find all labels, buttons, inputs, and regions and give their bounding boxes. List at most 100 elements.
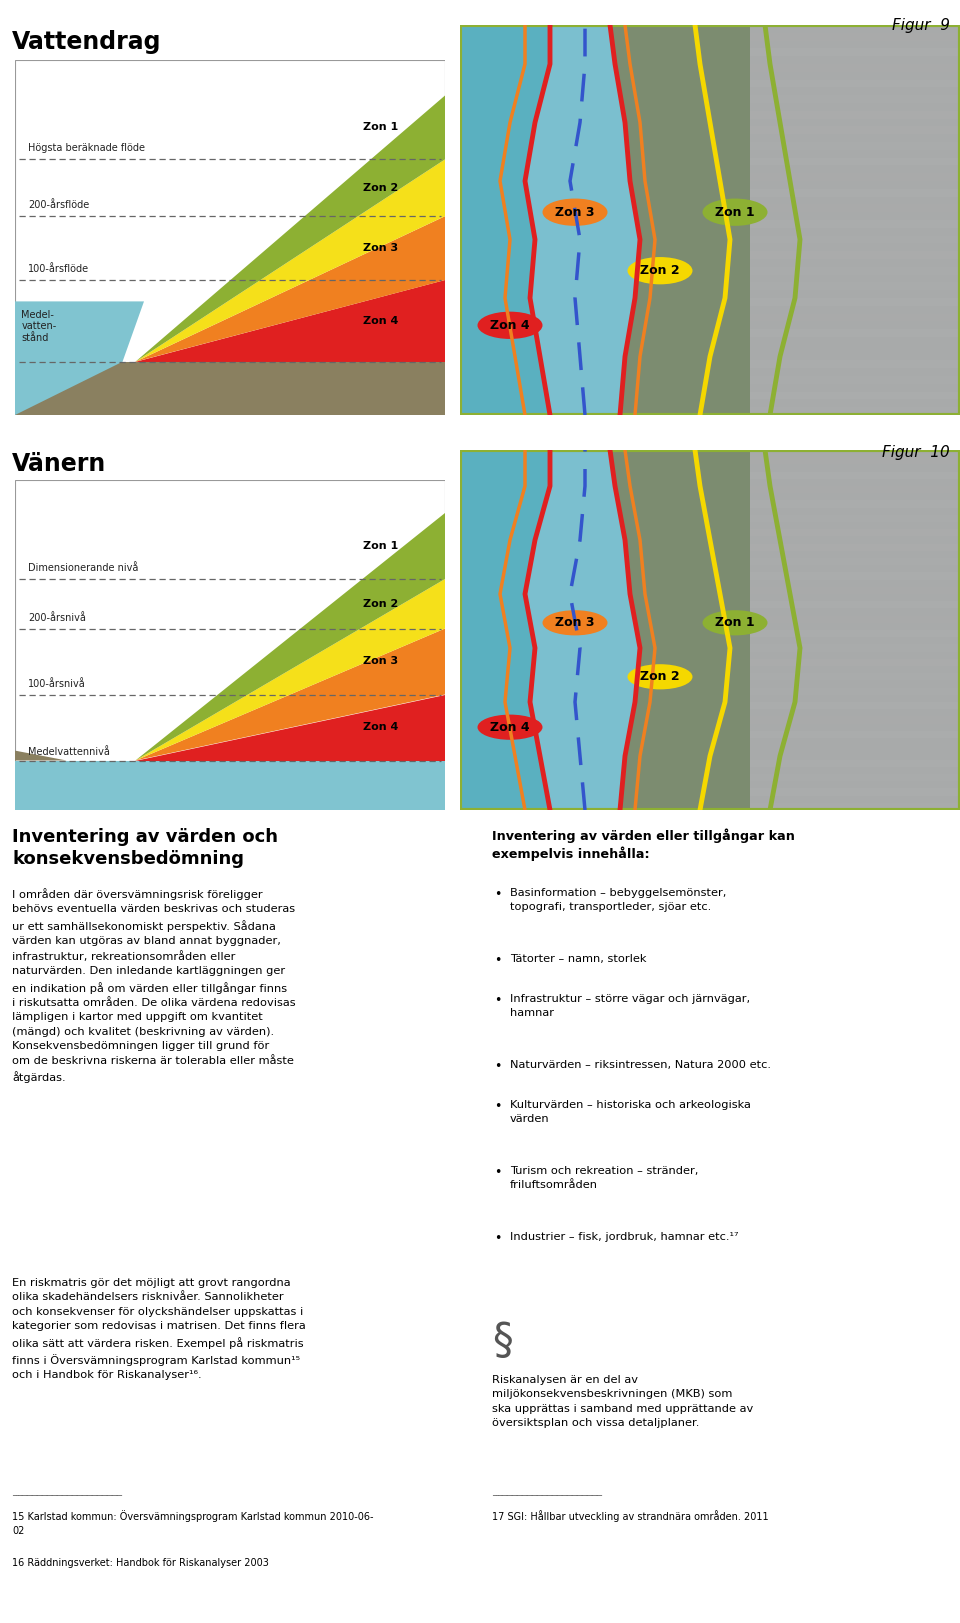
Bar [750,615,960,623]
Ellipse shape [703,198,767,226]
Text: Vattendrag: Vattendrag [12,29,161,54]
Bar [750,127,960,135]
Text: Zon 4: Zon 4 [363,316,398,326]
Bar [750,458,960,464]
Text: 15 Karlstad kommun: Översvämningsprogram Karlstad kommun 2010-06-
02: 15 Karlstad kommun: Översvämningsprogram… [12,1509,373,1535]
Text: Basinformation – bebyggelsemönster,
topografi, transportleder, sjöar etc.: Basinformation – bebyggelsemönster, topo… [510,888,727,912]
Bar [750,204,960,213]
Bar [750,803,960,810]
Text: Zon 2: Zon 2 [363,183,398,193]
Text: •: • [494,1232,501,1245]
Bar [750,485,960,493]
Text: 100-årsnivå: 100-årsnivå [28,678,85,688]
Polygon shape [135,513,445,761]
Ellipse shape [628,256,692,284]
Text: •: • [494,1060,501,1073]
Bar [750,500,960,508]
Text: •: • [494,1165,501,1178]
Bar [750,774,960,781]
Bar [750,313,960,321]
Text: Medel-
vatten-
stånd: Medel- vatten- stånd [21,310,57,342]
Bar [750,789,960,795]
Bar [750,188,960,196]
Polygon shape [460,24,550,415]
Text: •: • [494,993,501,1006]
Text: Riskanalysen är en del av
miljökonsekvensbeskrivningen (MKB) som
ska upprättas i: Riskanalysen är en del av miljökonsekven… [492,1375,754,1428]
Text: 200-årsnivå: 200-årsnivå [28,612,85,623]
Bar [750,544,960,550]
Bar [750,221,960,227]
Polygon shape [135,579,445,761]
Text: •: • [494,888,501,901]
Bar [750,688,960,695]
Text: Infrastruktur – större vägar och järnvägar,
hamnar: Infrastruktur – större vägar och järnväg… [510,993,750,1018]
Bar [750,472,960,479]
Ellipse shape [542,198,608,226]
Text: Zon 4: Zon 4 [491,721,530,734]
Bar [750,391,960,399]
Bar [750,601,960,609]
Bar [750,588,960,594]
Text: Zon 3: Zon 3 [555,206,595,219]
Text: Vänern: Vänern [12,451,107,476]
Text: 100-årsflöde: 100-årsflöde [28,263,89,274]
Text: Högsta beräknade flöde: Högsta beräknade flöde [28,143,145,153]
Bar [750,299,960,305]
Bar [750,329,960,338]
Polygon shape [135,628,445,761]
Ellipse shape [628,664,692,690]
Polygon shape [15,302,123,415]
Bar [750,573,960,579]
Text: Dimensionerande nivå: Dimensionerande nivå [28,563,138,573]
Ellipse shape [477,714,542,740]
Polygon shape [525,24,640,415]
Polygon shape [15,302,144,362]
Bar [750,80,960,88]
Polygon shape [135,216,445,362]
Text: Zon 1: Zon 1 [715,206,755,219]
Text: Zon 1: Zon 1 [363,540,398,550]
Text: I områden där översvämningsrisk föreligger
behövs eventuella värden beskrivas oc: I områden där översvämningsrisk föreligg… [12,888,296,1083]
Polygon shape [15,750,66,810]
Bar [750,252,960,260]
Polygon shape [135,281,445,362]
Text: Inventering av värden eller tillgångar kan
exempelvis innehålla:: Inventering av värden eller tillgångar k… [492,828,795,860]
Bar [750,32,960,41]
Text: Industrier – fisk, jordbruk, hamnar etc.¹⁷: Industrier – fisk, jordbruk, hamnar etc.… [510,1232,738,1242]
Text: •: • [494,954,501,967]
Bar [750,377,960,383]
Text: Zon 2: Zon 2 [640,265,680,278]
Bar [750,716,960,724]
Text: Zon 3: Zon 3 [363,243,398,253]
Polygon shape [525,450,640,810]
Text: 16 Räddningsverket: Handbok för Riskanalyser 2003: 16 Räddningsverket: Handbok för Riskanal… [12,1558,269,1568]
Text: Tätorter – namn, storlek: Tätorter – namn, storlek [510,954,646,964]
Text: §: § [492,1319,513,1362]
Bar [750,514,960,523]
Polygon shape [15,362,445,415]
Polygon shape [394,750,445,810]
Polygon shape [135,695,445,761]
Ellipse shape [542,610,608,635]
Text: Zon 2: Zon 2 [363,599,398,609]
Bar [750,674,960,680]
Text: Zon 1: Zon 1 [715,617,755,630]
Text: Zon 1: Zon 1 [363,122,398,133]
Text: Zon 3: Zon 3 [555,617,595,630]
Polygon shape [135,159,445,362]
Text: Naturvärden – riksintressen, Natura 2000 etc.: Naturvärden – riksintressen, Natura 2000… [510,1060,771,1070]
Text: Inventering av värden och
konsekvensbedömning: Inventering av värden och konsekvensbedö… [12,828,278,868]
Bar [750,450,960,810]
Bar [750,659,960,665]
Bar [750,49,960,57]
Polygon shape [135,96,445,362]
Text: Figur  10: Figur 10 [882,445,950,459]
Bar [750,630,960,638]
Bar [750,96,960,102]
Bar [750,730,960,738]
Text: Medelvattennivå: Medelvattennivå [28,747,109,756]
Bar [750,141,960,149]
Text: Figur  9: Figur 9 [892,18,950,32]
Bar [750,157,960,166]
Text: En riskmatris gör det möjligt att grovt rangordna
olika skadehändelsers risknivå: En riskmatris gör det möjligt att grovt … [12,1277,305,1380]
